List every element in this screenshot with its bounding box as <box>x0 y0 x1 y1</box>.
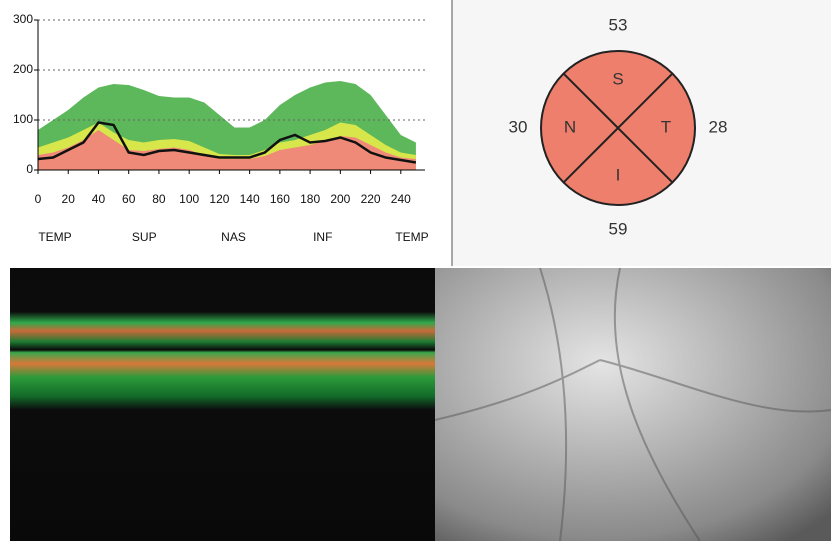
x-tick-label: 220 <box>361 192 381 206</box>
sector-label: NAS <box>221 230 246 244</box>
x-tick-label: 80 <box>152 192 166 206</box>
x-tick-label: 180 <box>300 192 320 206</box>
quadrant-label: T <box>661 117 671 136</box>
x-tick-label: 20 <box>62 192 76 206</box>
oct-scan <box>10 268 435 541</box>
y-tick-label: 200 <box>13 62 33 76</box>
x-tick-label: 40 <box>92 192 106 206</box>
sector-label: TEMP <box>38 230 71 244</box>
sector-label: SUP <box>132 230 157 244</box>
report: 0 100 200 300 0 20 40 60 80 100 120 140 160 180 200 220… <box>0 0 831 541</box>
tsnit-chart: 0 100 200 300 0 20 40 60 80 100 120 140 160 180 200 220… <box>13 12 429 244</box>
x-tick-label: 140 <box>240 192 260 206</box>
quadrant-value: 59 <box>609 219 628 238</box>
x-tick-label: 100 <box>179 192 199 206</box>
y-tick-label: 0 <box>26 162 33 176</box>
quadrant-value: 53 <box>609 15 628 34</box>
page: 0 100 200 300 0 20 40 60 80 100 120 140 160 180 200 220… <box>0 0 831 541</box>
x-tick-label: 60 <box>122 192 136 206</box>
x-tick-label: 0 <box>35 192 42 206</box>
y-tick-label: 100 <box>13 112 33 126</box>
sector-label: INF <box>313 230 332 244</box>
x-tick-label: 120 <box>209 192 229 206</box>
quadrant-label: S <box>612 69 623 88</box>
quadrant-value: 30 <box>509 117 528 136</box>
quadrant-label: N <box>564 117 576 136</box>
quadrant-label: I <box>616 165 621 184</box>
y-tick-label: 300 <box>13 12 33 26</box>
x-tick-label: 160 <box>270 192 290 206</box>
x-tick-label: 200 <box>330 192 350 206</box>
x-tick-label: 240 <box>391 192 411 206</box>
sector-label: TEMP <box>395 230 428 244</box>
quadrant-value: 28 <box>709 117 728 136</box>
